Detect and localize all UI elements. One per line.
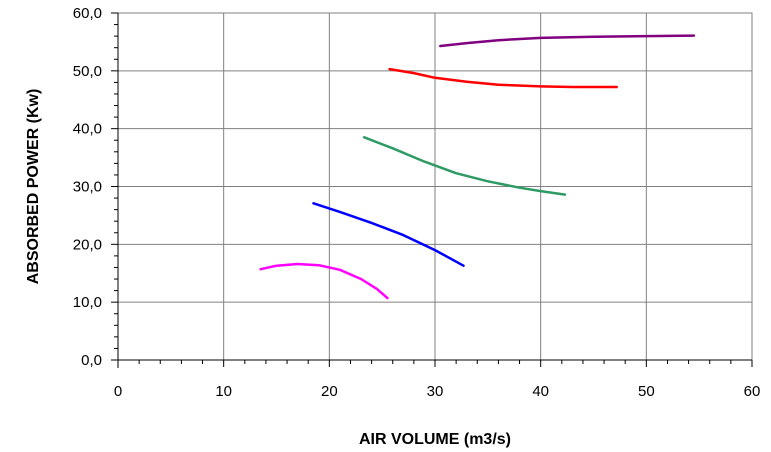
y-axis-title: ABSORBED POWER (Kw) (25, 89, 42, 285)
y-tick-label: 40,0 (73, 121, 102, 138)
x-tick-label: 50 (638, 383, 655, 400)
axes (111, 12, 753, 368)
y-tick-label: 10,0 (73, 294, 102, 311)
x-tick-label: 0 (114, 383, 122, 400)
series-line-1 (259, 262, 389, 300)
x-axis-title: AIR VOLUME (m3/s) (359, 431, 511, 448)
x-tick-label: 20 (321, 383, 338, 400)
x-tick-label: 30 (427, 383, 444, 400)
y-tick-label: 60,0 (73, 5, 102, 22)
y-tick-label: 0,0 (81, 352, 102, 369)
x-tick-label: 40 (532, 383, 549, 400)
series-line-3 (362, 136, 567, 196)
series-line-5 (439, 34, 696, 48)
gridlines (118, 13, 752, 360)
x-tick-label: 60 (744, 383, 761, 400)
y-tick-label: 20,0 (73, 236, 102, 253)
series-layer (259, 34, 696, 300)
y-tick-label: 50,0 (73, 63, 102, 80)
series-line-2 (312, 202, 465, 267)
tick-labels: 0 10 20 30 40 50 60 0,0 10,0 20,0 30,0 40,0 50,0 60,0 (73, 5, 761, 400)
series-line-4 (388, 67, 618, 89)
x-tick-label: 10 (215, 383, 232, 400)
y-tick-label: 30,0 (73, 179, 102, 196)
